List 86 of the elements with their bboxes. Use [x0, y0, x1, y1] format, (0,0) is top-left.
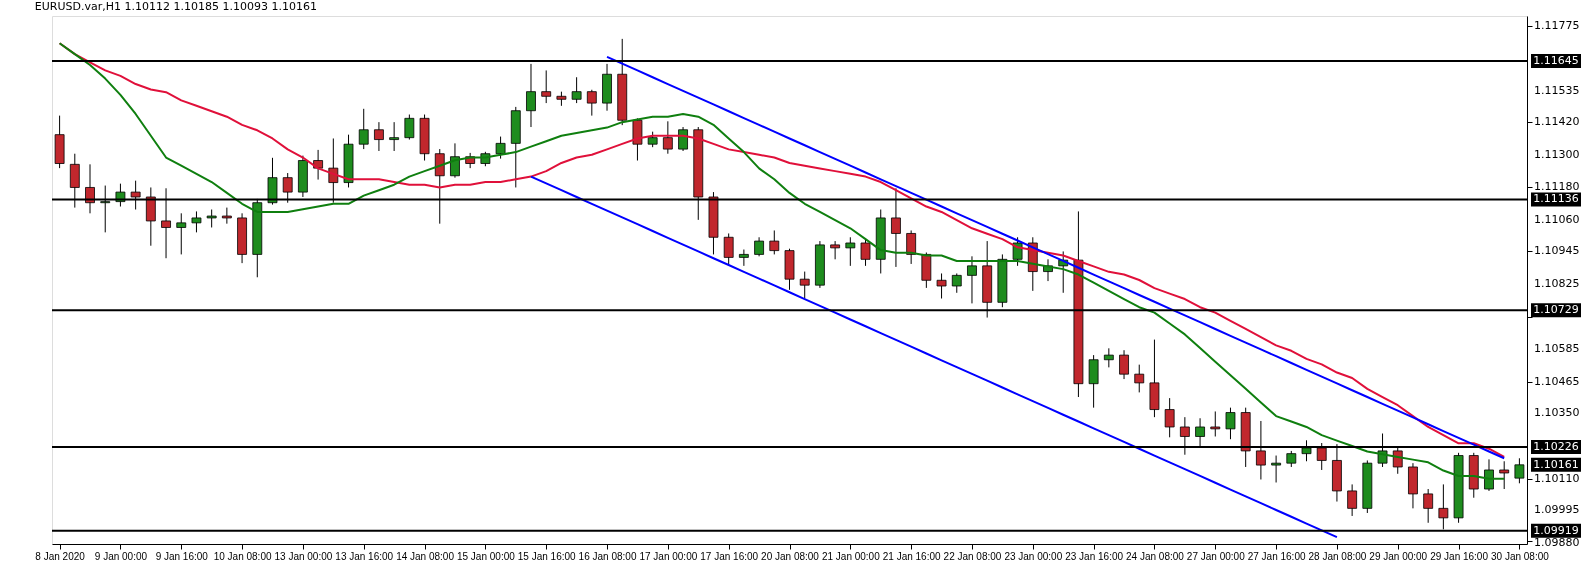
y-tick-label: 1.10945 — [1534, 244, 1580, 258]
candlestick — [404, 114, 415, 141]
x-tick-label: 23 Jan 00:00 — [1004, 550, 1063, 562]
x-tick-label: 15 Jan 00:00 — [456, 550, 516, 562]
x-tick-label: 20 Jan 08:00 — [761, 550, 820, 562]
candlestick — [967, 255, 977, 304]
candlestick — [1134, 364, 1145, 393]
y-tick-label: 1.10465 — [1534, 375, 1580, 389]
candlestick — [1164, 397, 1175, 438]
y-tick-label: 1.10825 — [1534, 277, 1580, 291]
x-tick-label: 27 Jan 00:00 — [1186, 550, 1246, 562]
candlestick — [738, 249, 749, 267]
candlestick — [586, 89, 597, 117]
candlestick — [662, 120, 673, 155]
y-tick-label: 1.11535 — [1534, 83, 1580, 97]
x-tick-label: 24 Jan 08:00 — [1126, 550, 1185, 562]
x-tick-label: 8 Jan 2020 — [35, 550, 86, 562]
candlestick — [313, 149, 324, 181]
ref-line-label: 1.11645 — [1533, 53, 1579, 67]
candlestick — [1423, 488, 1434, 524]
candlestick — [374, 121, 384, 152]
x-tick-label: 29 Jan 00:00 — [1369, 550, 1428, 562]
y-tick-label: 1.10585 — [1534, 342, 1580, 356]
x-tick-label: 27 Jan 16:00 — [1247, 550, 1306, 562]
candlestick — [1225, 407, 1236, 440]
chart-title: EURUSD.var,H1 1.10112 1.10185 1.10093 1.10161 — [34, 0, 317, 13]
candlestick — [1210, 410, 1221, 437]
x-tick-label: 28 Jan 08:00 — [1308, 550, 1367, 562]
y-tick-label: 1.10350 — [1534, 406, 1580, 420]
candlestick — [1119, 349, 1129, 380]
x-tick-label: 10 Jan 08:00 — [213, 550, 272, 562]
candlestick — [754, 236, 764, 257]
candlestick — [1088, 354, 1099, 409]
x-tick-label: 16 Jan 08:00 — [578, 550, 637, 562]
x-tick-label: 22 Jan 08:00 — [943, 550, 1002, 562]
candlestick — [176, 212, 187, 255]
y-tick-label: 1.11420 — [1534, 115, 1580, 129]
candlestick — [191, 210, 202, 233]
x-tick-label: 15 Jan 16:00 — [517, 550, 577, 562]
candlestick — [571, 76, 582, 104]
x-tick-label: 17 Jan 00:00 — [639, 550, 698, 562]
candlestick — [1499, 460, 1510, 490]
candlestick — [936, 272, 947, 300]
y-tick-label: 1.09880 — [1534, 536, 1580, 550]
x-tick-label: 21 Jan 16:00 — [882, 550, 941, 562]
x-tick-label: 17 Jan 16:00 — [700, 550, 759, 562]
candlestick — [541, 69, 552, 104]
candlestick — [495, 136, 506, 160]
candlestick — [951, 272, 962, 294]
y-tick-label: 1.11775 — [1534, 18, 1580, 32]
text: 1.10161 — [1533, 457, 1579, 471]
y-tick-label: 1.11180 — [1534, 180, 1580, 194]
candlestick — [1514, 457, 1525, 484]
ref-line-label: 1.10226 — [1533, 440, 1579, 454]
y-tick-label: 1.10110 — [1534, 471, 1580, 485]
y-tick-label: 1.09995 — [1534, 502, 1580, 516]
candlestick — [723, 232, 734, 267]
x-tick-label: 29 Jan 16:00 — [1430, 550, 1489, 562]
candlestick — [860, 237, 871, 267]
x-tick-label: 14 Jan 08:00 — [396, 550, 455, 562]
candlestick — [1347, 483, 1358, 517]
line-series — [530, 175, 1338, 539]
candlestick — [799, 271, 810, 300]
candlestick — [845, 236, 856, 267]
candlestick — [389, 121, 400, 152]
ref-line-label: 1.11136 — [1533, 192, 1579, 206]
x-tick-label: 30 Jan 08:00 — [1490, 550, 1550, 562]
x-tick-label: 9 Jan 16:00 — [155, 550, 209, 562]
x-tick-label: 21 Jan 00:00 — [821, 550, 881, 562]
candlestick — [1271, 455, 1281, 483]
x-tick-label: 13 Jan 00:00 — [274, 550, 333, 562]
candlestick — [358, 108, 369, 150]
line-series — [606, 55, 1506, 460]
candlestick — [769, 229, 780, 255]
y-tick-label: 1.11060 — [1534, 213, 1580, 227]
candlestick — [221, 207, 232, 225]
x-tick-label: 23 Jan 16:00 — [1065, 550, 1124, 562]
ref-line-label: 1.10729 — [1533, 303, 1579, 317]
candlestick — [1103, 347, 1114, 368]
y-tick-label: 1.11300 — [1534, 147, 1580, 161]
candlestick — [830, 240, 841, 260]
x-tick-label: 9 Jan 00:00 — [94, 550, 148, 562]
x-tick-label: 13 Jan 16:00 — [335, 550, 394, 562]
ref-line-label: 1.09919 — [1533, 523, 1579, 537]
candlestick — [526, 63, 536, 128]
candlestick — [906, 229, 917, 265]
